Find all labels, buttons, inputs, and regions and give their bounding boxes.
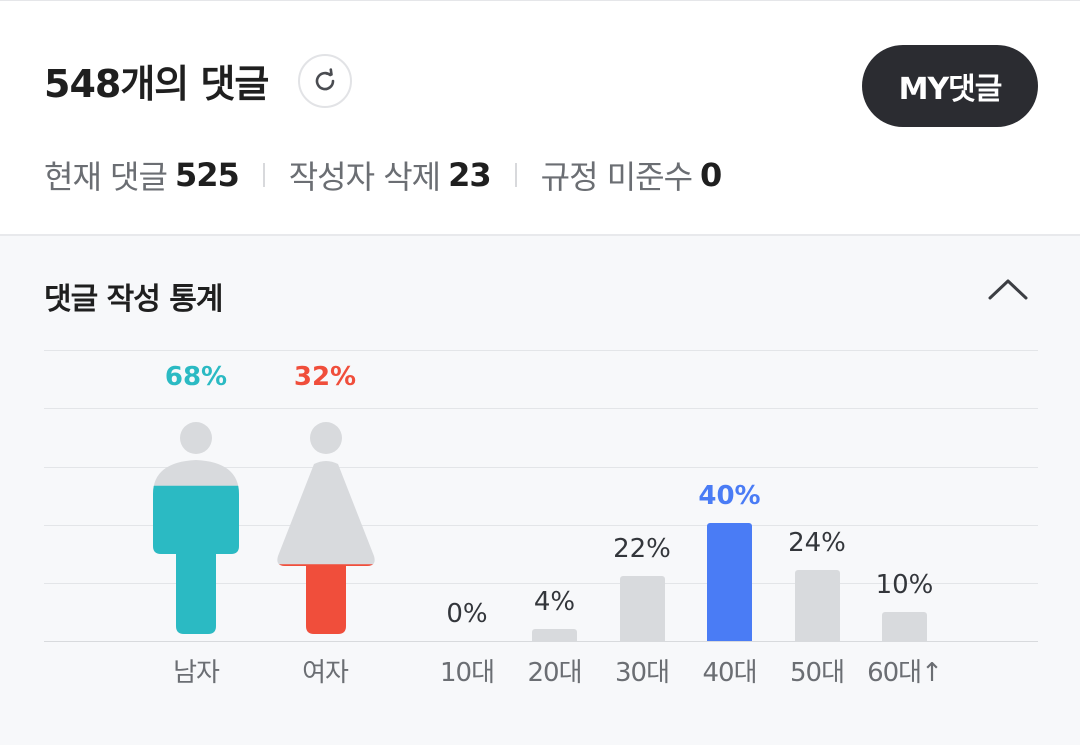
refresh-icon	[315, 68, 335, 91]
grid-line	[44, 525, 1038, 526]
age-category-label: 50대	[789, 658, 845, 688]
age-bar-percent: 24%	[788, 528, 846, 559]
age-category-label: 20대	[527, 658, 582, 688]
age-bar	[794, 570, 840, 641]
grid-baseline	[44, 641, 1038, 642]
female-label: 여자	[302, 658, 349, 688]
divider	[262, 163, 265, 187]
current-comments-label: 현재 댓글	[44, 158, 168, 196]
male-percent: 68%	[164, 362, 228, 392]
grid-line	[44, 467, 1038, 468]
age-bar-percent: 10%	[875, 569, 934, 600]
my-comments-button[interactable]: MY댓글	[862, 45, 1038, 127]
age-category-label: 60대↑	[867, 658, 943, 688]
age-bar-percent: 4%	[533, 587, 576, 618]
comment-count-title: 548개의 댓글	[44, 62, 269, 106]
chevron-up-icon[interactable]	[984, 272, 1032, 306]
male-figure-icon	[153, 422, 239, 634]
author-deleted-label: 작성자 삭제	[288, 158, 441, 196]
age-bar-percent: 40%	[698, 481, 761, 511]
female-percent: 32%	[293, 362, 357, 392]
age-category-label: 10대	[439, 658, 495, 688]
policy-violation-value: 0	[700, 156, 722, 194]
male-fill	[153, 485, 239, 634]
age-category-label: 30대	[614, 658, 670, 688]
age-category-label: 40대	[702, 658, 757, 688]
author-deleted-value: 23	[448, 156, 492, 194]
current-comments-value: 525	[174, 156, 240, 194]
male-label: 남자	[173, 658, 220, 688]
comment-stats-panel: 댓글 작성 통계 68% 32%	[0, 234, 1080, 745]
comment-counts: 현재 댓글 525 작성자 삭제 23 규정 미준수 0	[44, 153, 722, 197]
female-fill	[277, 564, 375, 634]
comment-header: 548개의 댓글 MY댓글 현재 댓글 525 작성자 삭제 23 규정 미준수…	[0, 0, 1080, 235]
age-bar-percent: 0%	[446, 599, 488, 629]
age-bar-percent: 22%	[613, 534, 671, 565]
age-bar	[882, 611, 927, 641]
refresh-button[interactable]	[298, 54, 352, 108]
age-bar	[707, 523, 752, 641]
policy-violation-label: 규정 미준수	[540, 158, 693, 196]
grid-line	[44, 583, 1038, 584]
age-bar	[532, 629, 577, 641]
stats-title: 댓글 작성 통계	[44, 282, 223, 317]
grid-line	[44, 350, 1038, 351]
grid-line	[44, 408, 1038, 409]
age-bar	[619, 576, 665, 641]
divider	[514, 163, 517, 187]
female-figure-icon	[277, 422, 375, 634]
